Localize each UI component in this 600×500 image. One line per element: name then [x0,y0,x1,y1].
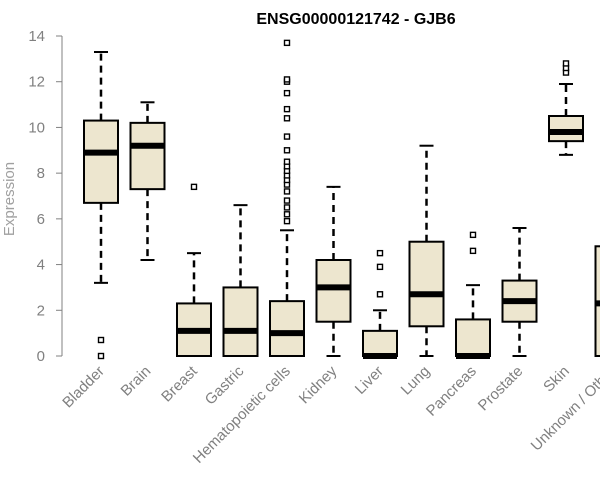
outlier-point [376,291,384,298]
x-tick-label: Prostate [475,363,527,415]
y-tick-label: 4 [37,257,45,274]
box-4 [222,204,259,357]
x-tick-label: Pancreas [423,363,480,420]
outlier-point [283,197,291,204]
box-rect [83,119,119,204]
outlier-point [283,217,291,225]
box-rect [315,259,352,323]
box-6 [315,185,352,357]
outlier-point [469,247,477,255]
box-rect [269,300,305,357]
chart-title: ENSG00000121742 - GJB6 [256,11,455,28]
box-3 [176,183,212,357]
y-tick-label: 0 [37,348,45,365]
outlier-point [283,39,291,47]
box-10 [501,227,538,357]
outlier-point [562,60,570,67]
y-axis: 0 2 4 6 8 10 12 14 [28,28,63,365]
outlier-point [283,204,291,211]
outlier-point [190,183,198,191]
box-rect [548,115,584,143]
outlier-point [376,263,384,271]
outlier-point [283,105,291,113]
outlier-point [283,158,291,165]
y-tick-label: 10 [28,119,45,136]
box-rect [222,286,259,357]
outlier-point [283,89,291,97]
x-tick-label: Breast [158,362,201,405]
box-7 [362,249,398,359]
outlier-point [283,133,291,140]
box-9 [455,231,491,359]
outlier-point [283,211,291,218]
y-tick-label: 6 [37,211,45,228]
y-tick-label: 8 [37,165,45,182]
x-tick-label: Kidney [296,362,341,407]
box-11 [548,60,584,156]
box-rect [408,240,445,328]
x-tick-label: Bladder [59,363,108,412]
x-tick-label: Brain [118,363,155,400]
box-1 [83,51,119,360]
box-rect [362,329,398,358]
box-5 [269,39,305,357]
outlier-point [283,76,291,83]
box-8 [408,144,445,357]
outlier-point [97,352,105,360]
outlier-point [283,115,291,122]
box-12 [594,245,600,358]
outlier-point [469,231,477,239]
x-tick-label: Liver [352,363,387,398]
box-2 [129,101,166,261]
x-tick-label: Skin [540,363,573,396]
box-rect [455,318,491,357]
y-tick-label: 14 [28,28,45,45]
box-series [83,39,600,360]
x-tick-label: Gastric [202,362,248,408]
outlier-point [283,188,291,195]
outlier-point [97,336,105,344]
y-tick-label: 2 [37,302,45,319]
x-tick-label: Lung [398,363,434,399]
y-tick-label: 12 [28,74,45,91]
y-axis-label: Expression [1,162,18,236]
box-rect [129,121,166,191]
outlier-point [283,147,291,154]
outlier-point [376,249,384,257]
